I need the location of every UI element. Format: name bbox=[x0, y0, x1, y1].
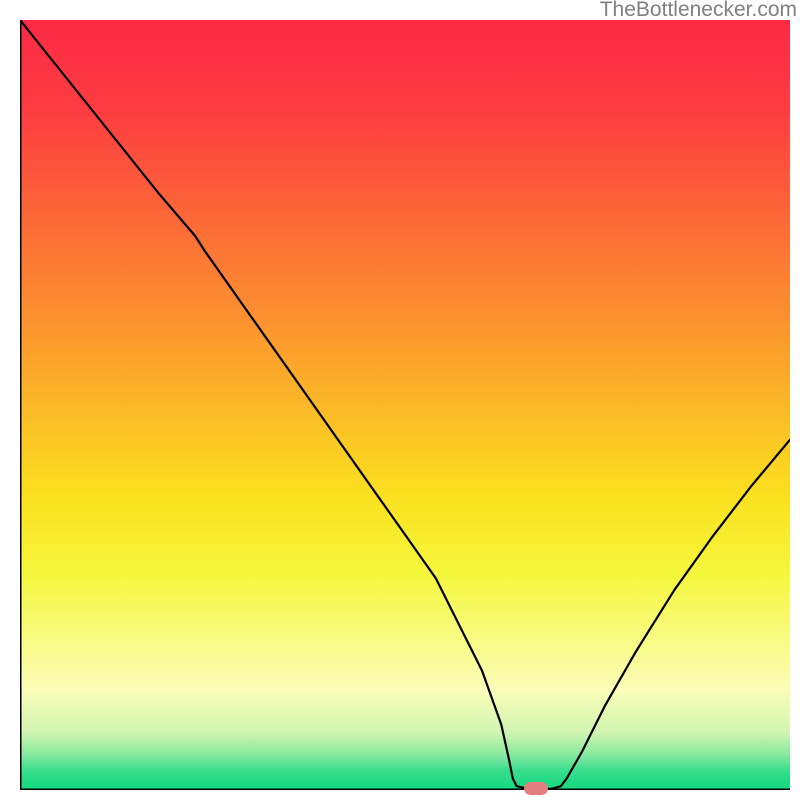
plot-background-gradient bbox=[20, 20, 790, 790]
plot-area bbox=[20, 20, 790, 790]
minimum-marker bbox=[524, 782, 548, 795]
watermark-text: TheBottlenecker.com bbox=[600, 0, 797, 22]
bottleneck-chart: TheBottlenecker.com bbox=[0, 0, 800, 800]
